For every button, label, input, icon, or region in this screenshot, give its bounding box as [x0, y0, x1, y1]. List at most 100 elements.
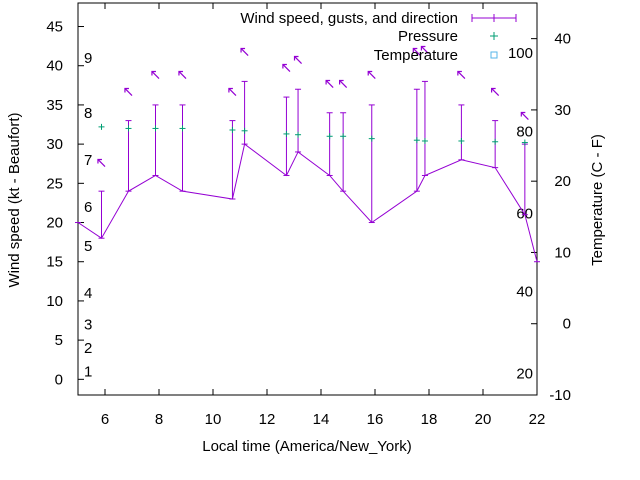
pressure-point [492, 138, 499, 145]
arrow-shaft [520, 112, 529, 120]
pressure-point [413, 137, 420, 144]
tick-marks [78, 3, 538, 396]
pressure-point [98, 123, 105, 130]
arrow-head [420, 45, 426, 51]
y-tick-labels: 0 5 10 15 20 25 30 35 40 45 [46, 19, 63, 389]
pressure-point [368, 135, 375, 142]
x-tick-label: 14 [313, 411, 330, 428]
arrow-shaft [294, 56, 303, 64]
arrow-head [339, 79, 344, 85]
pressure-point [179, 125, 186, 132]
beaufort-label: 2 [84, 340, 92, 357]
y-tick-label: 20 [46, 215, 63, 232]
wind-direction-arrow [124, 87, 133, 96]
x-tick-label: 12 [259, 411, 276, 428]
arrow-head [240, 47, 246, 53]
legend-label-temperature: Temperature [374, 47, 458, 64]
x-axis-label: Local time (America/New_York) [202, 438, 412, 455]
arrow-shaft [151, 71, 160, 79]
arrow-shaft [228, 88, 237, 96]
wind-direction-arrow [282, 63, 291, 72]
y-tick-label: 45 [46, 19, 63, 36]
legend-temperature-marker [490, 51, 498, 59]
arrow-shaft [420, 46, 429, 54]
beaufort-label: 1 [84, 363, 92, 380]
beaufort-label: 6 [84, 199, 92, 216]
legend-label-wind: Wind speed, gusts, and direction [240, 10, 458, 27]
y2-tick-label: 0 [563, 316, 571, 333]
x-tick-label: 18 [421, 411, 438, 428]
arrow-head [151, 70, 156, 76]
x-tick-label: 22 [529, 411, 546, 428]
y2-tick-label: 10 [554, 244, 571, 261]
fahrenheit-label: 20 [516, 366, 533, 383]
y-tick-label: 0 [55, 371, 63, 388]
y-tick-label: 5 [55, 332, 63, 349]
arrow-head [178, 70, 183, 76]
wind-direction-arrow [178, 70, 187, 79]
arrow-head [293, 55, 299, 61]
pressure-point [283, 130, 290, 137]
pressure-point [421, 137, 428, 144]
y2-tick-labels: -10 0 10 20 30 40 [549, 31, 571, 404]
arrow-head [325, 79, 331, 85]
wind-direction-arrow [228, 87, 237, 96]
beaufort-labels: 1 2 3 4 5 6 7 8 9 [84, 50, 92, 381]
arrow-shaft [412, 48, 421, 56]
wind-direction-arrow [151, 70, 160, 79]
y-tick-label: 30 [46, 136, 63, 153]
legend: Wind speed, gusts, and direction Pressur… [240, 10, 517, 64]
pressure-point [229, 127, 236, 134]
arrow-shaft [178, 71, 187, 79]
arrow-head [367, 70, 373, 76]
wind-line-group [75, 143, 540, 263]
wind-direction-arrow [240, 47, 249, 56]
arrow-shaft [457, 71, 466, 79]
arrow-shaft [124, 88, 133, 96]
wind-direction-arrow [412, 47, 421, 56]
arrow-head [491, 87, 496, 93]
arrow-shaft [339, 80, 348, 88]
pressure-point [521, 139, 528, 146]
y2-tick-label: 30 [554, 102, 571, 119]
legend-wind-sample [471, 14, 517, 22]
arrow-shaft [240, 48, 249, 56]
pressure-point [340, 133, 347, 140]
pressure-points [98, 123, 528, 146]
arrow-shaft [325, 80, 334, 88]
pressure-point [125, 125, 132, 132]
wind-direction-arrow [97, 158, 106, 167]
direction-arrows [97, 45, 529, 167]
arrow-head [282, 63, 287, 69]
arrow-head [228, 87, 233, 93]
x-tick-label: 6 [101, 411, 109, 428]
arrow-head [412, 47, 418, 53]
arrow-head [457, 70, 462, 76]
arrow-shaft [491, 88, 500, 96]
y-tick-label: 15 [46, 254, 63, 271]
beaufort-label: 4 [84, 285, 92, 302]
x-tick-label: 8 [155, 411, 163, 428]
wind-direction-arrow [457, 70, 466, 79]
wind-direction-arrow [367, 70, 376, 79]
y2-tick-label: 40 [554, 31, 571, 48]
arrow-head [520, 111, 526, 117]
y2-tick-label: -10 [549, 387, 571, 404]
x-tick-label: 10 [205, 411, 222, 428]
beaufort-label: 9 [84, 50, 92, 67]
x-tick-label: 16 [367, 411, 384, 428]
y-axis-label: Wind speed (kt - Beaufort) [6, 112, 23, 287]
beaufort-label: 5 [84, 238, 92, 255]
pressure-point [458, 137, 465, 144]
arrow-shaft [282, 64, 291, 72]
fahrenheit-label: 100 [508, 45, 533, 62]
beaufort-label: 7 [84, 152, 92, 169]
y-tick-label: 25 [46, 175, 63, 192]
wind-direction-arrow [325, 79, 334, 88]
arrow-head [124, 87, 129, 93]
pressure-point [241, 127, 248, 134]
pressure-point [295, 131, 302, 138]
pressure-point [152, 125, 159, 132]
